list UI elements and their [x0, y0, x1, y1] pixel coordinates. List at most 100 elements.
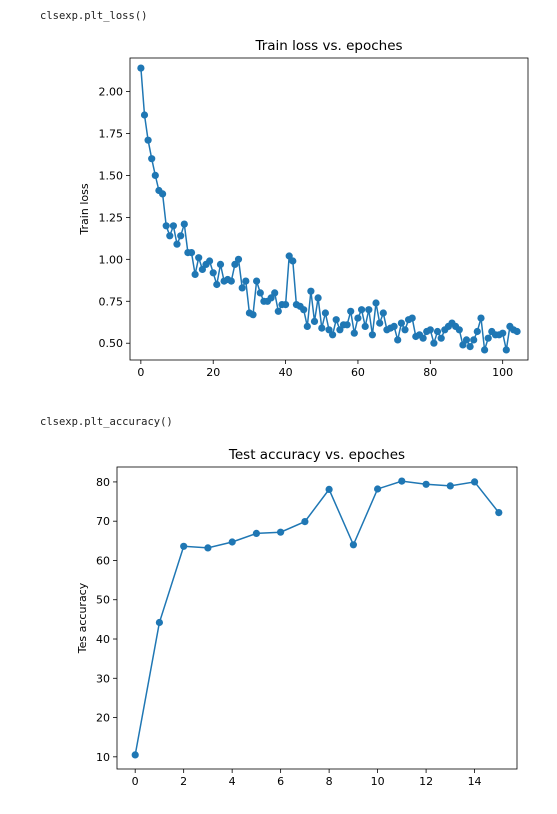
- data-point: [502, 346, 510, 354]
- data-point: [325, 326, 333, 334]
- chart-title: Train loss vs. epoches: [254, 38, 402, 54]
- data-point: [187, 249, 196, 257]
- chart-title: Test accuracy vs. epoches: [228, 447, 405, 463]
- test-accuracy-chart: Test accuracy vs. epoches Tes accuracy 0…: [76, 447, 518, 788]
- plot-frame: [129, 57, 529, 361]
- x-tick-label: 60: [351, 366, 365, 379]
- x-tick-label: 40: [279, 366, 293, 379]
- data-point: [314, 294, 322, 302]
- data-point: [477, 314, 485, 322]
- data-point: [473, 327, 481, 336]
- data-point: [376, 319, 384, 327]
- y-tick-label: 70: [96, 515, 110, 528]
- data-point: [177, 232, 185, 240]
- code-cell-plt-loss: clsexp.plt_loss(): [40, 10, 148, 22]
- data-point: [419, 334, 427, 342]
- data-point: [365, 306, 373, 314]
- y-tick-label: 30: [96, 672, 110, 685]
- data-point: [277, 528, 285, 536]
- plot-frame: [116, 466, 518, 770]
- y-tick-label: 10: [96, 751, 110, 764]
- data-point: [349, 541, 357, 549]
- x-tick-label: 12: [419, 775, 433, 788]
- data-point: [325, 485, 333, 493]
- data-point: [267, 294, 275, 302]
- data-point: [361, 322, 369, 330]
- data-point: [144, 136, 152, 144]
- data-point: [180, 542, 188, 550]
- data-point: [318, 324, 326, 332]
- data-point: [379, 309, 387, 317]
- data-point: [140, 111, 149, 119]
- x-tick-label: 80: [423, 366, 437, 379]
- y-axis-ticks: 10 20 30 40 50 60 70 80: [96, 476, 117, 764]
- y-tick-label: 0.50: [99, 337, 124, 350]
- data-point: [437, 334, 445, 342]
- data-point: [159, 190, 167, 198]
- y-axis-label: Tes accuracy: [76, 582, 89, 654]
- y-tick-label: 1.75: [99, 128, 124, 141]
- data-point: [347, 307, 355, 315]
- data-point: [495, 509, 503, 517]
- data-point: [285, 252, 293, 260]
- data-point: [228, 538, 236, 546]
- data-point: [151, 171, 159, 179]
- x-tick-label: 8: [326, 775, 333, 788]
- data-point: [466, 343, 474, 351]
- x-tick-label: 0: [132, 775, 139, 788]
- data-point: [249, 311, 257, 319]
- data-point: [209, 269, 217, 277]
- series-line: [140, 68, 518, 351]
- y-tick-label: 1.00: [99, 253, 124, 266]
- data-point: [446, 482, 454, 490]
- data-point: [227, 277, 235, 285]
- data-point: [289, 257, 297, 265]
- data-point: [252, 529, 260, 537]
- y-tick-label: 2.00: [99, 86, 124, 99]
- y-tick-label: 50: [96, 594, 110, 607]
- data-point: [162, 222, 170, 230]
- data-point: [484, 334, 492, 342]
- data-point: [303, 322, 311, 330]
- data-point: [459, 341, 467, 349]
- data-point: [198, 265, 206, 273]
- data-point: [206, 257, 214, 265]
- data-point: [499, 329, 507, 337]
- train-loss-series: [137, 64, 521, 354]
- train-loss-chart: Train loss vs. epoches Train loss 0 20 40 6…: [78, 38, 529, 379]
- data-point: [332, 316, 340, 324]
- data-point: [368, 331, 376, 339]
- data-point: [204, 544, 212, 552]
- data-point: [169, 222, 177, 230]
- code-cell-plt-accuracy: clsexp.plt_accuracy(): [40, 416, 173, 428]
- data-point: [131, 751, 139, 759]
- series-line: [134, 480, 500, 756]
- data-point: [310, 317, 319, 325]
- data-point: [358, 306, 366, 314]
- y-tick-label: 40: [96, 633, 110, 646]
- x-tick-label: 6: [277, 775, 284, 788]
- data-point: [274, 307, 282, 315]
- y-axis-ticks: 0.50 0.75 1.00 1.25 1.50 1.75 2.00: [99, 86, 130, 350]
- data-point: [354, 314, 362, 322]
- data-point: [238, 284, 246, 292]
- data-point: [372, 299, 380, 307]
- data-point: [231, 260, 239, 268]
- data-point: [256, 289, 264, 297]
- data-point: [282, 301, 290, 309]
- data-point: [307, 287, 315, 295]
- x-axis-ticks: 0 20 40 60 80 100: [137, 360, 513, 379]
- test-accuracy-series: [131, 477, 503, 759]
- data-point: [271, 289, 279, 297]
- data-point: [166, 232, 174, 240]
- data-point: [180, 220, 188, 228]
- data-point: [471, 478, 479, 486]
- data-point: [301, 518, 309, 526]
- data-point: [481, 346, 489, 354]
- data-point: [336, 326, 344, 334]
- x-tick-label: 10: [371, 775, 385, 788]
- y-tick-label: 60: [96, 554, 110, 567]
- data-point: [213, 280, 221, 289]
- x-tick-label: 0: [137, 366, 144, 379]
- x-tick-label: 2: [180, 775, 187, 788]
